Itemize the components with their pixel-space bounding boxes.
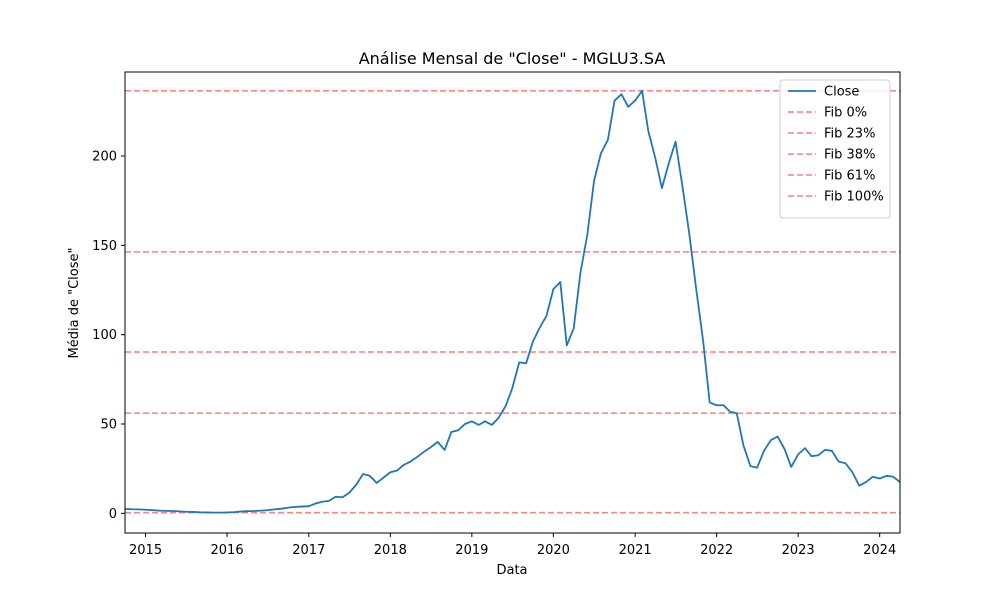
x-tick-label-3: 2018 bbox=[374, 543, 407, 558]
y-axis: 0 50 100 150 200 bbox=[92, 149, 125, 522]
x-axis-label: Data bbox=[496, 563, 527, 578]
x-axis: 2015 2016 2017 2018 2019 2020 2021 2022 2023 2024 bbox=[129, 533, 896, 558]
x-tick-label-2: 2017 bbox=[292, 543, 325, 558]
y-tick-label-3: 150 bbox=[92, 239, 117, 254]
x-tick-label-1: 2016 bbox=[211, 543, 244, 558]
x-tick-label-5: 2020 bbox=[537, 543, 570, 558]
x-tick-label-8: 2023 bbox=[782, 543, 815, 558]
x-tick-label-4: 2019 bbox=[455, 543, 488, 558]
y-tick-label-2: 100 bbox=[92, 328, 117, 343]
legend-label-1: Fib 0% bbox=[824, 106, 867, 121]
series-layer bbox=[124, 89, 901, 514]
plot-area bbox=[124, 71, 901, 534]
legend-label-5: Fib 100% bbox=[824, 190, 884, 205]
x-tick-label-6: 2021 bbox=[619, 543, 652, 558]
x-tick-label-7: 2022 bbox=[700, 543, 733, 558]
y-tick-label-0: 0 bbox=[109, 507, 117, 522]
legend-frame bbox=[779, 79, 891, 219]
y-tick-label-4: 200 bbox=[92, 149, 117, 164]
legend-label-2: Fib 23% bbox=[824, 127, 875, 142]
axes-background bbox=[125, 72, 900, 533]
x-tick-label-9: 2024 bbox=[863, 543, 896, 558]
fibonacci-lines bbox=[125, 90, 900, 514]
legend: Close Fib 0% Fib 23% Fib 38% Fib 61% Fib 100% bbox=[779, 79, 891, 219]
chart-title: Análise Mensal de "Close" - MGLU3.SA bbox=[359, 49, 666, 68]
y-axis-label: Média de "Close" bbox=[67, 248, 82, 359]
series-line-0 bbox=[124, 89, 901, 514]
axes-frame bbox=[124, 71, 901, 534]
x-tick-label-0: 2015 bbox=[129, 543, 162, 558]
y-tick-label-1: 50 bbox=[100, 418, 117, 433]
legend-label-0: Close bbox=[824, 85, 859, 100]
legend-label-4: Fib 61% bbox=[824, 169, 875, 184]
legend-label-3: Fib 38% bbox=[824, 148, 875, 163]
